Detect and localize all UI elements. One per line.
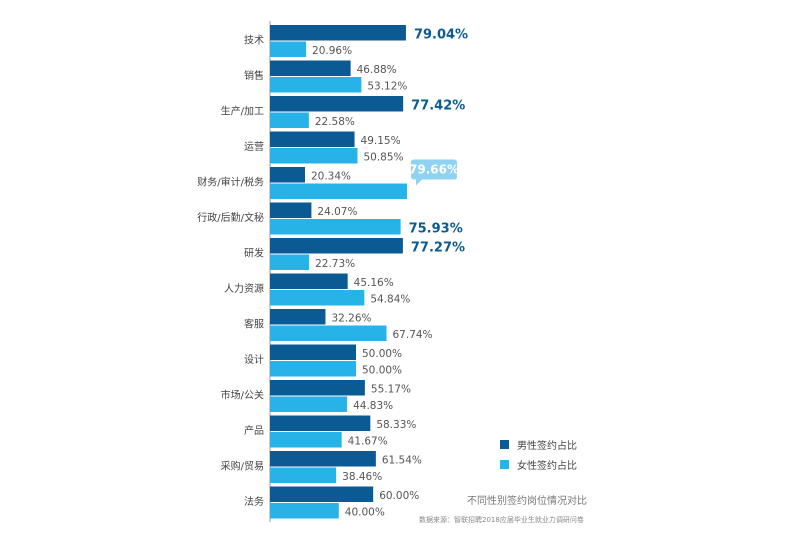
category-label: 客服 — [244, 318, 264, 331]
category-label: 技术 — [244, 34, 264, 47]
category-label: 市场/公关 — [221, 389, 264, 402]
bar-female — [270, 77, 362, 93]
data-label: 46.88% — [357, 64, 397, 76]
bar-female — [270, 41, 307, 57]
category-label: 设计 — [244, 353, 264, 366]
bar-female — [270, 148, 358, 164]
category-label: 行政/后勤/文秘 — [197, 211, 264, 224]
bar-female — [270, 325, 387, 341]
data-label: 60.00% — [379, 490, 419, 502]
data-label-highlight: 79.66% — [409, 163, 459, 177]
bar-male — [270, 273, 348, 289]
bar-male — [270, 344, 356, 360]
data-label: 61.54% — [382, 455, 422, 467]
data-label: 45.16% — [354, 277, 394, 289]
data-source-note: 数据来源：智联招聘2018应届毕业生就业力调研问卷 — [419, 516, 584, 524]
data-label: 38.46% — [342, 471, 382, 483]
data-label: 53.12% — [367, 81, 407, 93]
category-label: 财务/审计/税务 — [197, 176, 264, 189]
bar-male — [270, 131, 355, 147]
bar-male — [270, 380, 365, 396]
category-label: 生产/加工 — [221, 105, 264, 118]
bar-female — [270, 112, 309, 128]
category-label: 产品 — [244, 424, 264, 437]
data-label: 50.00% — [362, 365, 402, 377]
data-label: 22.73% — [315, 258, 355, 270]
data-label: 20.34% — [311, 171, 351, 183]
bar-female — [270, 290, 365, 306]
data-label-highlight: 79.04% — [414, 28, 468, 43]
data-label: 49.15% — [361, 135, 401, 147]
bar-female — [270, 219, 401, 235]
bar-male — [270, 238, 403, 254]
bar-female — [270, 183, 408, 199]
legend-swatch-male — [500, 439, 509, 449]
bar-female — [270, 396, 348, 412]
data-label: 41.67% — [348, 436, 388, 448]
data-label: 55.17% — [371, 384, 411, 396]
bar-male — [270, 486, 374, 502]
data-label: 24.07% — [317, 206, 357, 218]
data-label-highlight: 77.42% — [411, 99, 465, 114]
category-label: 研发 — [244, 247, 264, 260]
data-label: 44.83% — [353, 400, 393, 412]
bar-female — [270, 503, 339, 519]
category-label: 运营 — [244, 140, 264, 153]
data-label: 58.33% — [376, 419, 416, 431]
bar-male — [270, 415, 371, 431]
category-label: 采购/贸易 — [221, 460, 264, 473]
bar-male — [270, 309, 326, 325]
data-label: 67.74% — [393, 329, 433, 341]
legend-swatch-female — [500, 459, 509, 469]
data-label-highlight: 75.93% — [409, 222, 463, 237]
bar-male — [270, 451, 376, 467]
legend-item-male: 男性签约占比 — [500, 434, 577, 454]
category-label: 人力资源 — [224, 282, 264, 295]
bar-female — [270, 467, 337, 483]
bar-male — [270, 202, 312, 218]
legend-item-female: 女性签约占比 — [500, 454, 577, 474]
category-label: 销售 — [244, 69, 264, 82]
data-label: 50.00% — [362, 348, 402, 360]
highlight-bubble — [411, 159, 458, 186]
bar-female — [270, 254, 310, 270]
data-label: 40.00% — [345, 507, 385, 519]
bar-male — [270, 25, 406, 41]
legend-label-male: 男性签约占比 — [517, 440, 577, 452]
category-label: 法务 — [244, 495, 264, 508]
bar-male — [270, 60, 351, 76]
chart-legend: 男性签约占比 女性签约占比 — [500, 434, 577, 474]
data-label: 20.96% — [312, 45, 352, 57]
bar-female — [270, 361, 356, 377]
data-label: 22.58% — [315, 116, 355, 128]
data-label: 32.26% — [331, 313, 371, 325]
legend-label-female: 女性签约占比 — [517, 460, 577, 472]
data-label: 50.85% — [363, 152, 403, 164]
bar-male — [270, 167, 305, 183]
data-label-highlight: 77.27% — [411, 241, 465, 256]
chart-subtitle: 不同性别签约岗位情况对比 — [467, 496, 587, 507]
data-label: 54.84% — [370, 294, 410, 306]
bar-female — [270, 432, 342, 448]
bar-male — [270, 96, 404, 112]
